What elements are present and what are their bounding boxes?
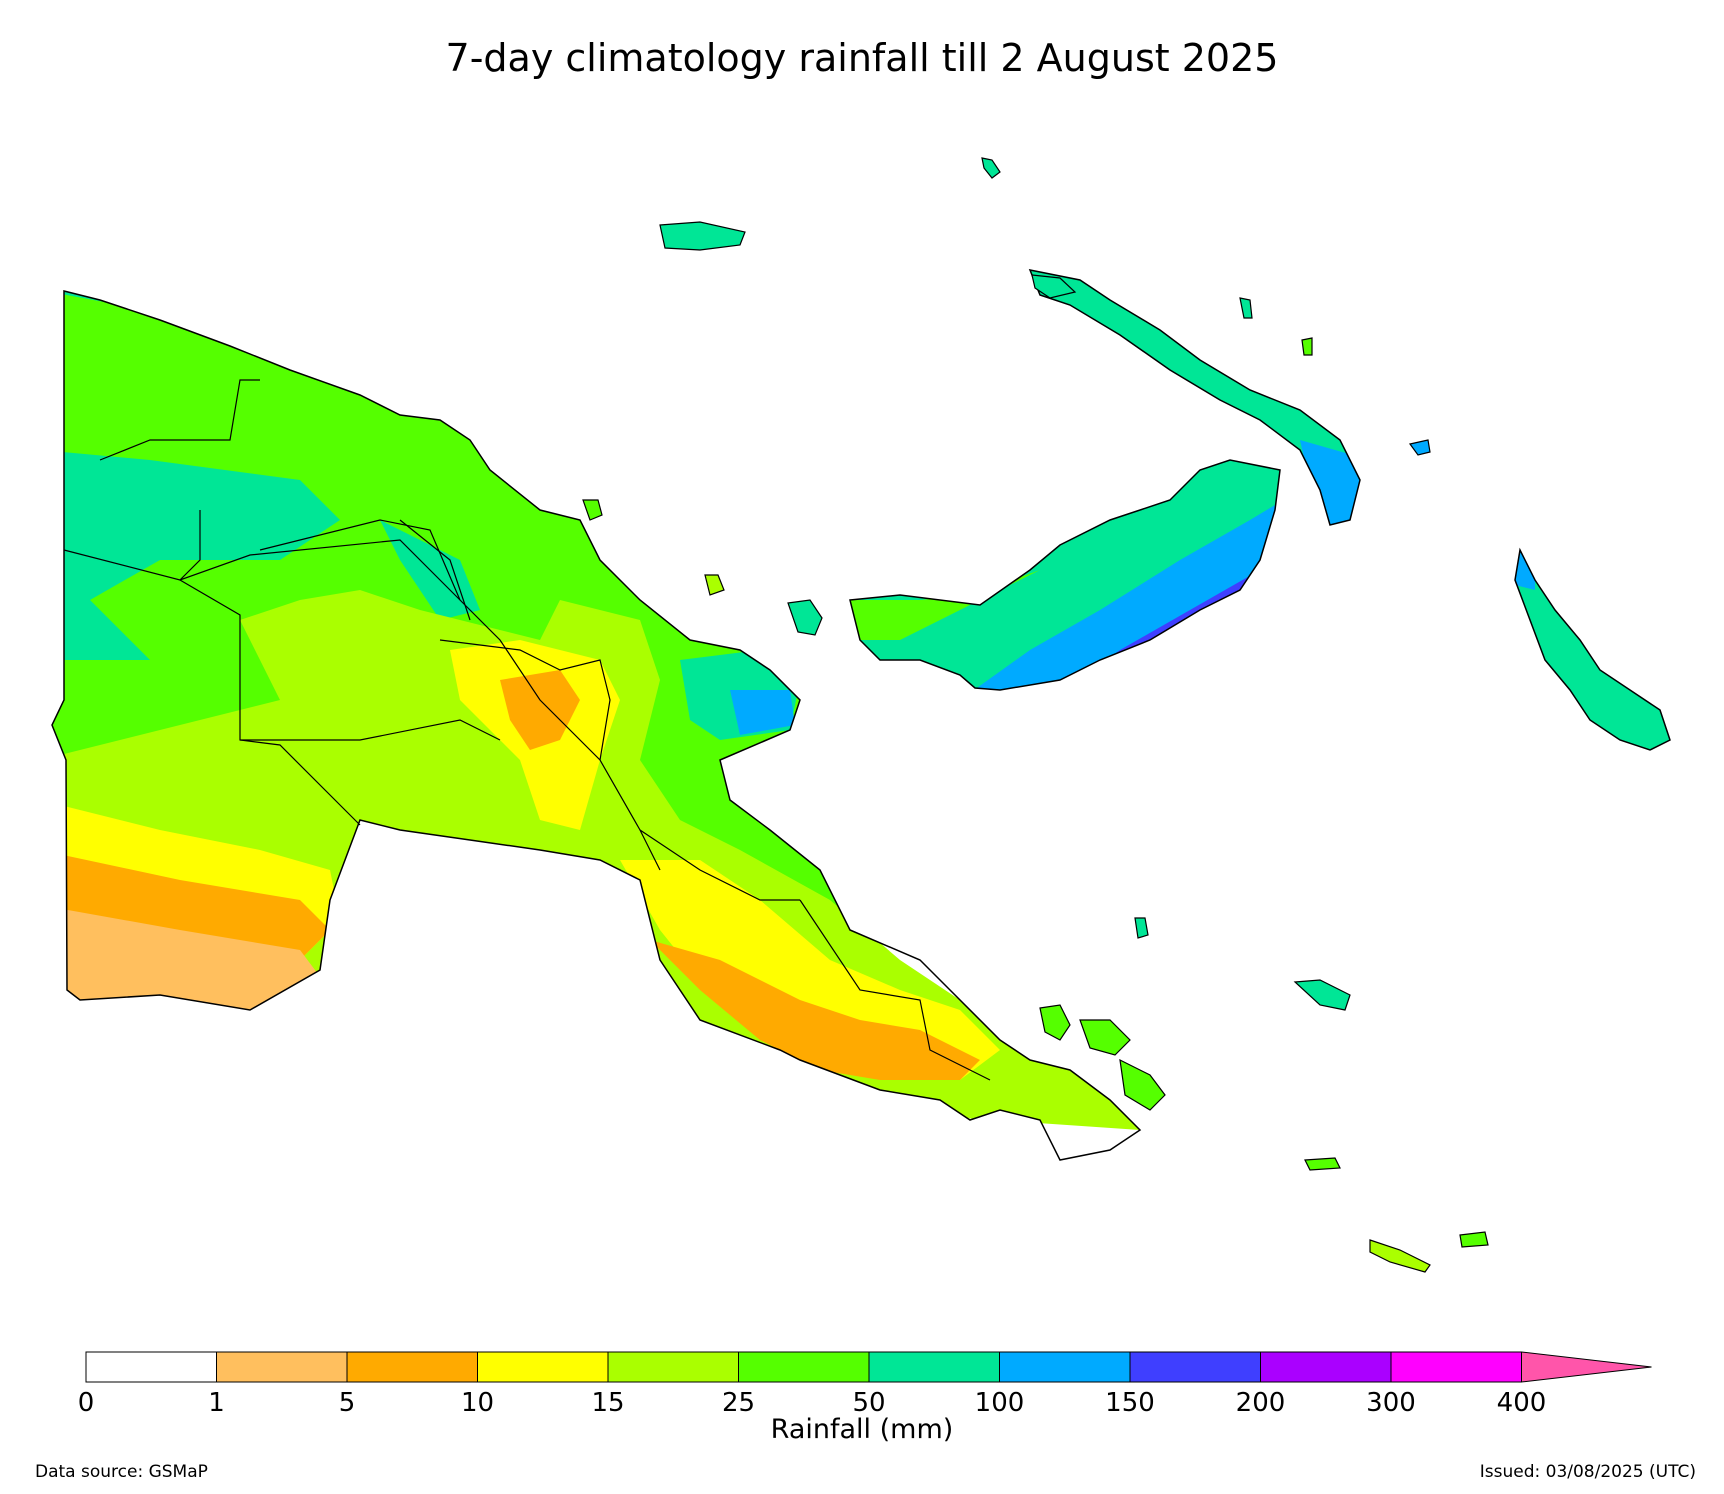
colorbar-tick-label: 10 xyxy=(460,1388,495,1418)
colorbar-swatch xyxy=(999,1351,1131,1383)
colorbar-tick-label: 400 xyxy=(1496,1388,1547,1418)
colorbar-swatch xyxy=(85,1351,217,1383)
colorbar-swatch xyxy=(216,1351,348,1383)
colorbar-title: Rainfall (mm) xyxy=(770,1414,954,1445)
colorbar-swatch xyxy=(607,1351,739,1383)
map-title: 7-day climatology rainfall till 2 August… xyxy=(445,36,1279,80)
colorbar-swatch xyxy=(477,1351,609,1383)
islands xyxy=(582,157,1489,1273)
mainland-rainfall xyxy=(52,291,1140,1160)
colorbar-swatch xyxy=(1129,1351,1261,1383)
colorbar-tick-label: 100 xyxy=(974,1388,1025,1418)
new-britain-rainfall xyxy=(850,460,1280,690)
colorbar-swatch xyxy=(346,1351,478,1383)
colorbar-swatch xyxy=(1260,1351,1392,1383)
colorbar-swatch xyxy=(738,1351,870,1383)
colorbar-extend-arrow xyxy=(1521,1351,1652,1383)
colorbar-swatch xyxy=(868,1351,1000,1383)
colorbar-tick-label: 200 xyxy=(1235,1388,1286,1418)
issued-date-text: Issued: 03/08/2025 (UTC) xyxy=(1479,1462,1696,1482)
colorbar xyxy=(85,1351,1652,1383)
province-boundaries xyxy=(63,379,991,1081)
data-source-text: Data source: GSMaP xyxy=(35,1462,208,1482)
colorbar-tick-label: 25 xyxy=(721,1388,756,1418)
colorbar-tick-label: 50 xyxy=(852,1388,886,1418)
colorbar-swatch xyxy=(1390,1351,1522,1383)
colorbar-tick-label: 5 xyxy=(338,1388,356,1418)
bougainville-rainfall xyxy=(1515,550,1670,750)
colorbar-tick-label: 0 xyxy=(77,1388,95,1418)
colorbar-tick-label: 1 xyxy=(208,1388,225,1418)
colorbar-tick-label: 300 xyxy=(1366,1388,1416,1418)
colorbar-tick-label: 150 xyxy=(1105,1388,1155,1418)
colorbar-tick-label: 15 xyxy=(591,1388,625,1418)
